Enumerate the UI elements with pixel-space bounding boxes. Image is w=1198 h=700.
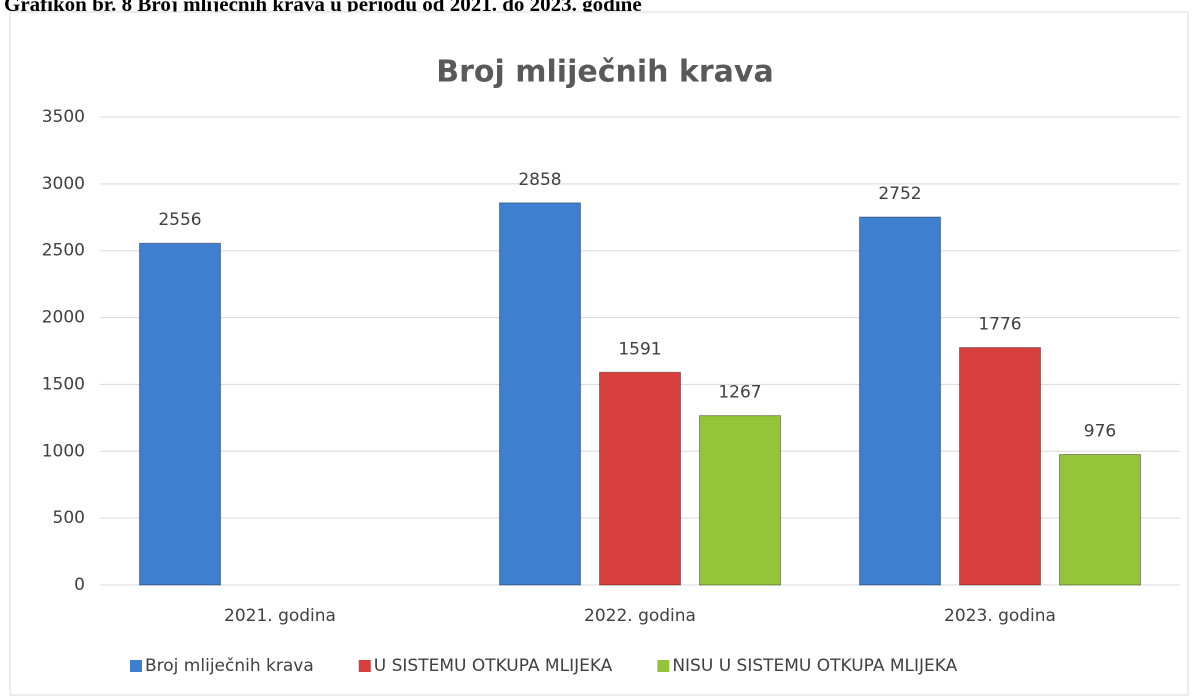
data-label: 2556 [158, 210, 201, 230]
data-label: 1776 [978, 315, 1021, 335]
y-tick-label: 2500 [42, 241, 85, 261]
bar [499, 202, 581, 586]
y-tick-label: 1000 [42, 441, 85, 461]
legend-swatch [358, 660, 371, 672]
bar [599, 371, 681, 586]
y-tick-label: 1500 [42, 374, 85, 394]
x-tick-label: 2023. godina [944, 606, 1056, 626]
x-tick-label: 2022. godina [584, 606, 696, 626]
legend-swatch [657, 660, 670, 672]
legend-label: NISU U SISTEMU OTKUPA MLIJEKA [672, 656, 957, 676]
bar [859, 216, 941, 586]
y-tick-label: 3000 [42, 174, 85, 194]
x-tick-label: 2021. godina [224, 606, 336, 626]
data-label: 1267 [718, 383, 761, 403]
legend-label: Broj mliječnih krava [145, 656, 314, 676]
legend-swatch [130, 660, 142, 672]
y-tick-label: 0 [74, 575, 85, 595]
y-tick-label: 3500 [42, 107, 85, 127]
bar [1059, 453, 1141, 586]
legend-label: U SISTEMU OTKUPA MLIJEKA [374, 656, 613, 676]
bar [699, 415, 781, 586]
bar [139, 242, 221, 586]
data-label: 1591 [618, 339, 661, 359]
y-tick-label: 500 [53, 508, 85, 528]
data-label: 2752 [878, 184, 921, 204]
data-label: 2858 [518, 170, 561, 190]
bar [959, 347, 1041, 586]
data-label: 976 [1084, 421, 1116, 441]
chart-title: Broj mliječnih krava [436, 55, 773, 90]
y-tick-label: 2000 [42, 308, 85, 328]
